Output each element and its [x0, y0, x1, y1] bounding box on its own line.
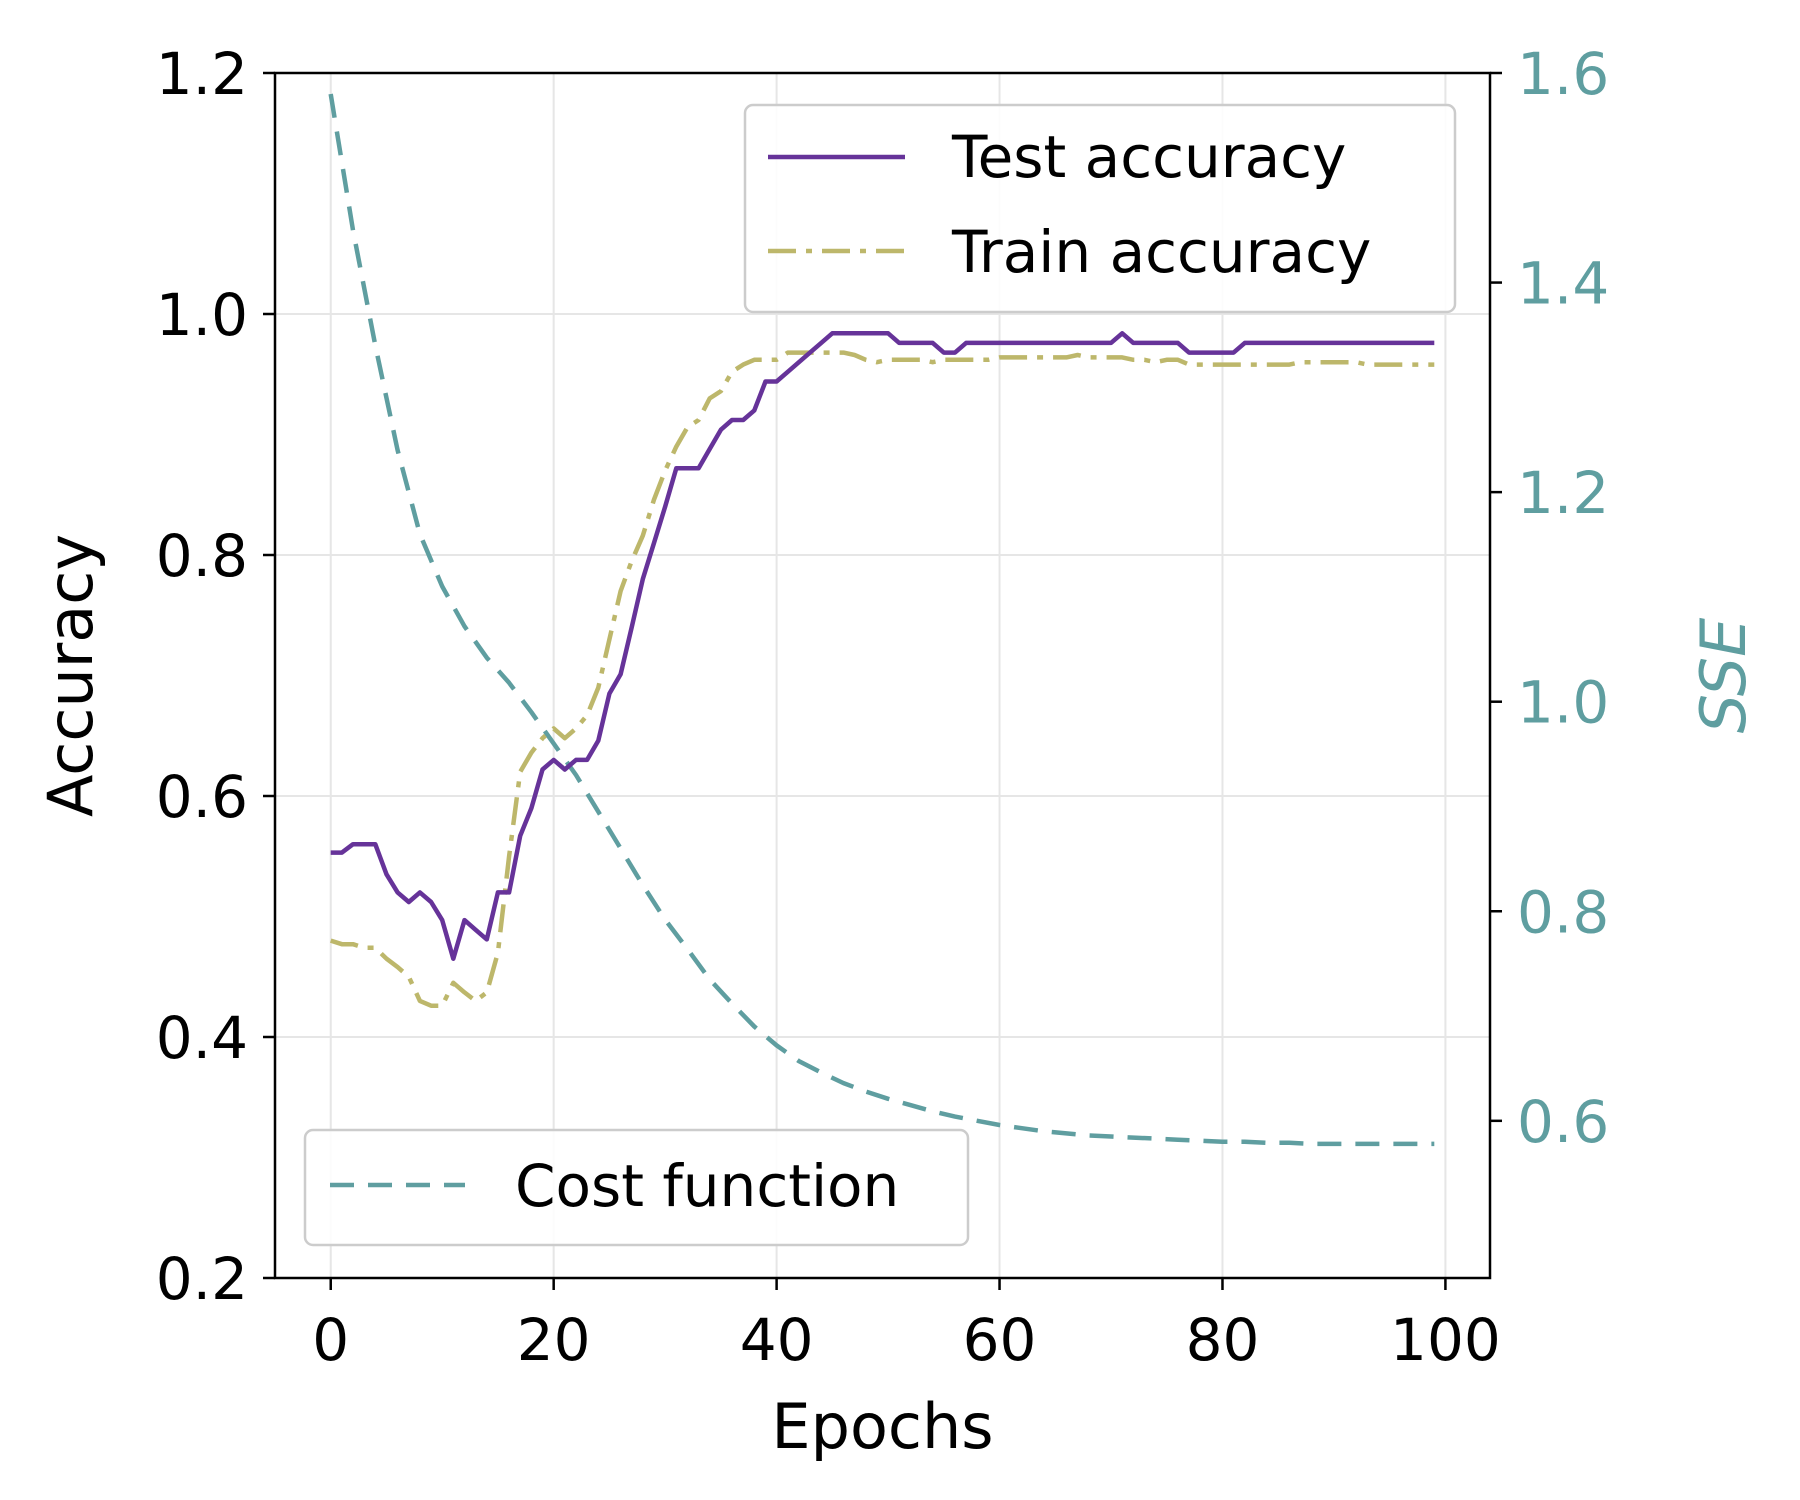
y-axis-right: 0.6 0.8 1.0 1.2 1.4 1.6	[1490, 40, 1609, 1156]
y-tick-label: 1.0	[156, 281, 248, 349]
y-axis-title: Accuracy	[34, 534, 107, 817]
series-line-test-accuracy	[330, 331, 1435, 961]
series-line-train-accuracy	[330, 350, 1435, 1008]
legend-cost-box	[303, 1128, 970, 1247]
x-tick-label: 60	[963, 1306, 1037, 1374]
y-axis-left: 0.2 0.4 0.6 0.8 1.0 1.2	[156, 40, 275, 1313]
legend-label-cost-function: Cost function	[515, 1152, 899, 1220]
x-axis: 0 20 40 60 80 100	[312, 1278, 1501, 1374]
y2-axis-title: SSE	[1687, 617, 1760, 734]
y2-tick-label: 1.4	[1517, 250, 1609, 318]
x-tick-label: 40	[740, 1306, 814, 1374]
x-tick-label: 20	[517, 1306, 591, 1374]
y2-tick-label: 1.0	[1517, 669, 1609, 737]
y-tick-label: 0.8	[156, 522, 248, 590]
y2-tick-label: 1.6	[1517, 40, 1609, 108]
series-layer	[328, 93, 1435, 1147]
y2-tick-label: 0.6	[1517, 1088, 1609, 1156]
y-tick-label: 0.4	[156, 1004, 248, 1072]
x-tick-label: 80	[1186, 1306, 1260, 1374]
y-tick-label: 1.2	[156, 40, 248, 108]
x-tick-label: 0	[312, 1306, 349, 1374]
x-tick-label: 100	[1390, 1306, 1501, 1374]
y-tick-label: 0.2	[156, 1245, 248, 1313]
legend-accuracy: Test accuracy Train accuracy	[743, 103, 1457, 314]
plot-frame	[273, 71, 1492, 1280]
x-axis-title: Epochs	[771, 1390, 993, 1463]
legend-accuracy-box	[743, 103, 1457, 314]
y2-tick-label: 1.2	[1517, 459, 1609, 527]
series-line-cost-function	[328, 93, 1435, 1147]
legend-cost: Cost function	[303, 1128, 970, 1247]
legend-label-test-accuracy: Test accuracy	[951, 123, 1346, 191]
legend-label-train-accuracy: Train accuracy	[951, 218, 1371, 286]
y-tick-label: 0.6	[156, 763, 248, 831]
y2-tick-label: 0.8	[1517, 878, 1609, 946]
